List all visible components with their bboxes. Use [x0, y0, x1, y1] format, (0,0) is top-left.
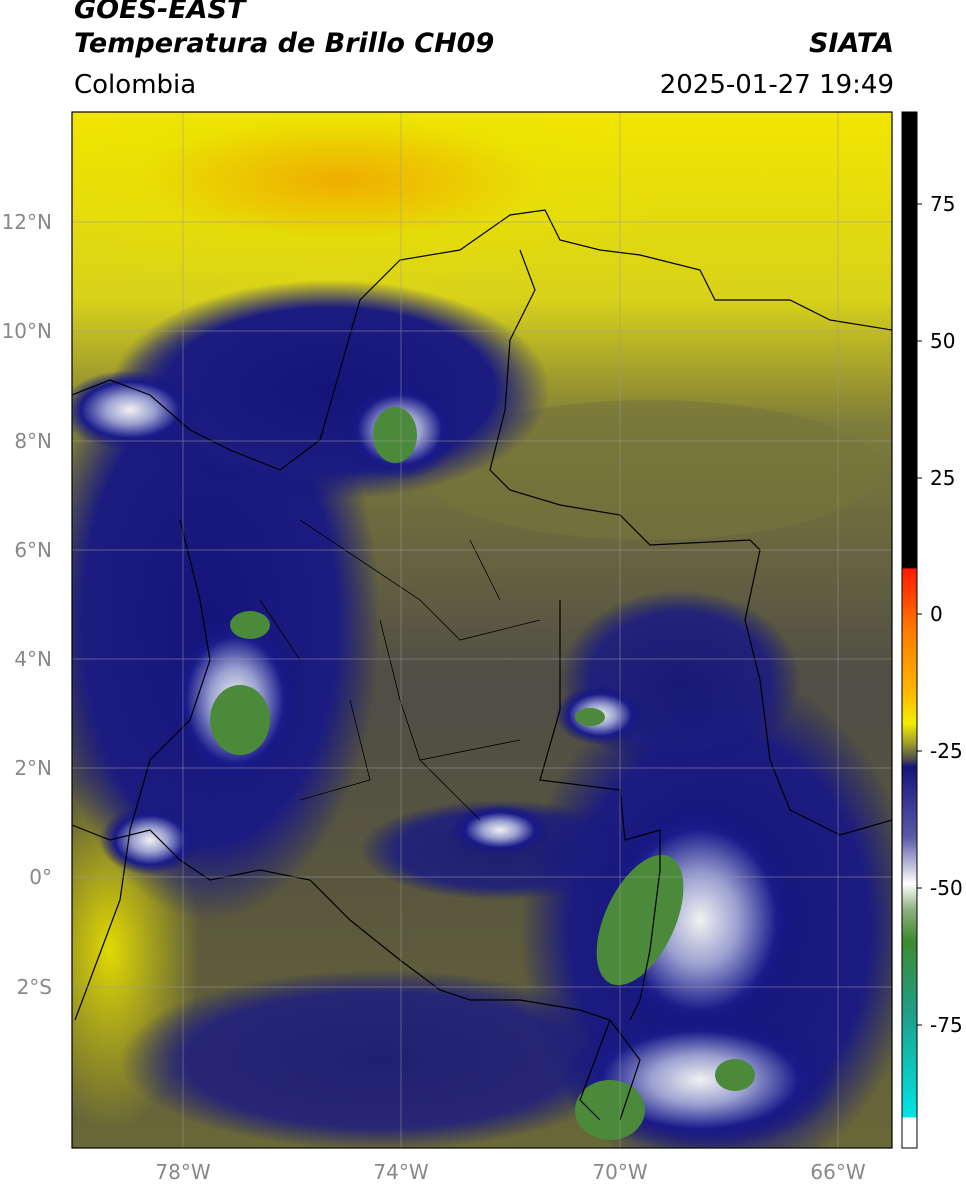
- colorbar-tick-minus50: -50: [930, 876, 963, 900]
- colorbar-ticks: [917, 203, 922, 1026]
- borders-layer: [72, 209, 892, 1121]
- lon-label-78w: 78°W: [155, 1160, 211, 1184]
- product-title: Temperatura de Brillo CH09: [74, 28, 495, 59]
- lat-label-12n: 12°N: [1, 210, 52, 234]
- lon-label-74w: 74°W: [373, 1160, 429, 1184]
- graticule: [72, 112, 892, 1148]
- region-label: Colombia: [74, 70, 197, 100]
- map-frame: [71, 111, 893, 1149]
- lat-label-6n: 6°N: [14, 538, 52, 562]
- datetime-label: 2025-01-27 19:49: [659, 70, 894, 100]
- colorbar-tick-25: 25: [930, 466, 956, 490]
- lon-label-66w: 66°W: [810, 1160, 866, 1184]
- agency-label: SIATA: [808, 28, 894, 59]
- lat-label-8n: 8°N: [14, 429, 52, 453]
- colorbar: [901, 111, 918, 1149]
- satellite-title: GOES-EAST: [74, 0, 246, 25]
- colorbar-tick-minus75: -75: [930, 1013, 963, 1037]
- lat-label-10n: 10°N: [1, 319, 52, 343]
- colorbar-tick-50: 50: [930, 329, 956, 353]
- colorbar-tick-75: 75: [930, 192, 956, 216]
- imagery-layer: [72, 112, 892, 1148]
- ecuador-peru-border: [72, 824, 611, 1121]
- colorbar-tick-minus25: -25: [930, 739, 963, 763]
- pacific-coast: [74, 519, 211, 1021]
- lat-label-2n: 2°N: [14, 756, 52, 780]
- coastline: [72, 209, 892, 471]
- lon-label-70w: 70°W: [592, 1160, 648, 1184]
- lat-label-4n: 4°N: [14, 647, 52, 671]
- lat-label-0: 0°: [29, 865, 52, 889]
- internal-borders: [259, 519, 541, 821]
- venezuela-border: [489, 249, 892, 836]
- lat-label-2s: 2°S: [16, 975, 52, 999]
- colorbar-tick-0: 0: [930, 602, 943, 626]
